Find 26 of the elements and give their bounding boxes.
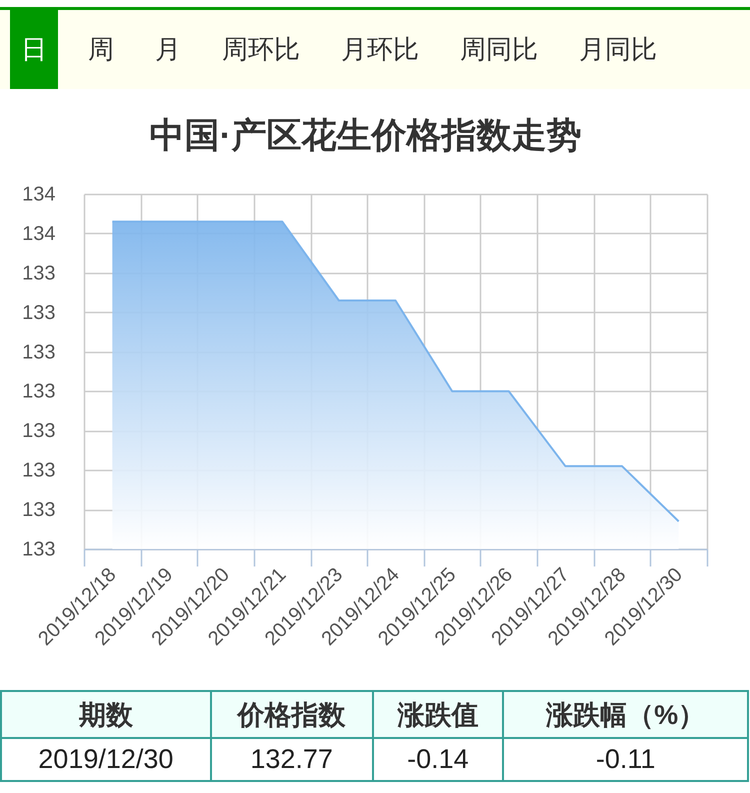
- text: 涨跌幅（%）: [504, 692, 749, 739]
- text: 价格指数: [212, 692, 374, 739]
- y-tick-label: 133: [22, 538, 56, 560]
- text: -0.11: [504, 739, 749, 782]
- y-tick-label: 133: [22, 420, 56, 442]
- text: 月同比: [578, 33, 658, 66]
- text: 日: [10, 10, 58, 89]
- text: 期数: [2, 692, 212, 739]
- text: 周环比: [221, 33, 301, 66]
- text: -0.14: [374, 739, 504, 782]
- chart-title: 中国·产区花生价格指数走势: [150, 116, 582, 155]
- y-tick-label: 133: [22, 380, 56, 403]
- y-tick-label: 133: [22, 460, 56, 482]
- y-tick-label: 133: [22, 341, 56, 364]
- text: 月: [154, 33, 182, 66]
- y-tick-label: 134: [22, 184, 56, 206]
- text: 涨跌值: [374, 692, 504, 739]
- text: 月环比: [340, 33, 420, 66]
- y-tick-label: 133: [22, 499, 56, 522]
- text: 周同比: [459, 33, 539, 66]
- text: 周: [87, 33, 115, 66]
- y-tick-label: 133: [22, 302, 56, 324]
- y-tick-label: 134: [22, 222, 56, 245]
- text: 132.77: [212, 739, 374, 782]
- y-tick-label: 133: [22, 262, 56, 284]
- text: 2019/12/30: [2, 739, 212, 782]
